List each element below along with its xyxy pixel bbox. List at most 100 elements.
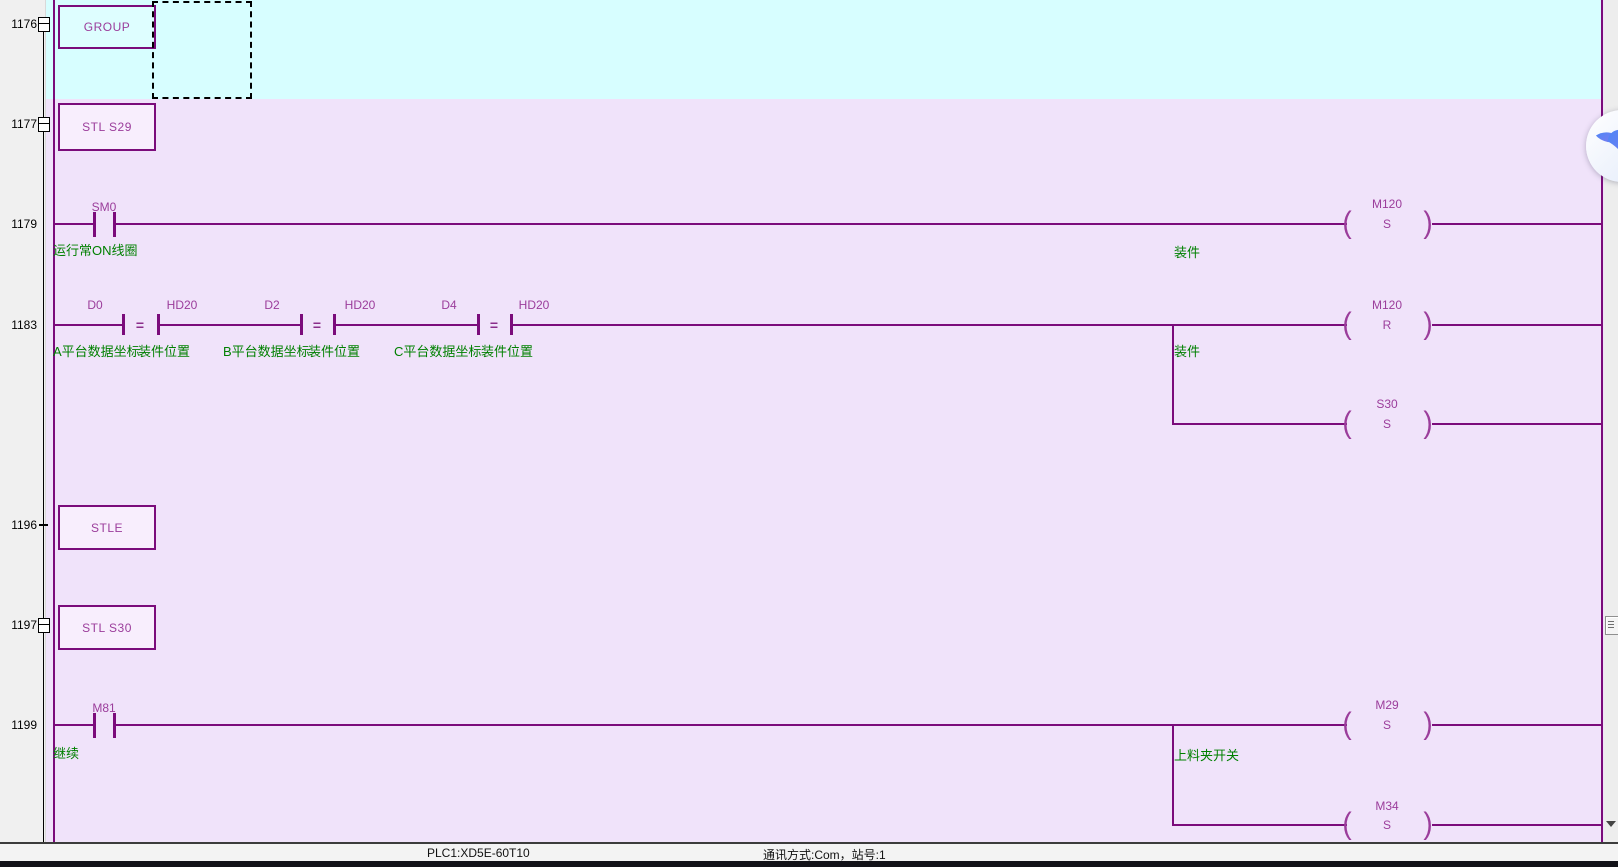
coil-open-paren: ( — [1342, 205, 1352, 240]
contact-bar — [113, 212, 116, 237]
operand-comment: 装件位置 — [481, 344, 534, 359]
compare-tick — [510, 314, 513, 335]
vertical-scrollbar-thumb[interactable] — [1605, 616, 1618, 635]
compare-operator[interactable]: = — [489, 317, 499, 333]
contact-m81-label[interactable]: M81 — [92, 701, 116, 715]
contact-comment: 运行常ON线圈 — [53, 243, 138, 258]
coil-close-paren: ) — [1423, 205, 1433, 240]
coil-open-paren: ( — [1342, 706, 1352, 741]
scroll-down-arrow-icon[interactable] — [1606, 821, 1616, 827]
contact-sm0-label[interactable]: SM0 — [91, 200, 117, 214]
coil-close-paren: ) — [1423, 806, 1433, 841]
coil-set-letter: S — [1382, 718, 1392, 732]
coil-comment: 装件 — [1174, 245, 1201, 260]
wire — [1172, 824, 1347, 826]
wire — [55, 324, 123, 326]
coil-m120-label[interactable]: M120 — [1371, 197, 1403, 211]
coil-reset-letter: R — [1382, 318, 1392, 332]
contact-comment: 继续 — [53, 746, 80, 761]
coil-m34-label[interactable]: M34 — [1375, 799, 1399, 813]
window-bottom-edge — [0, 861, 1618, 867]
row-number-1199: 1199 — [11, 718, 37, 732]
left-power-rail — [53, 0, 55, 842]
compare-tick — [477, 314, 480, 335]
wire — [1172, 423, 1347, 425]
contact-bar — [93, 713, 96, 738]
wire — [116, 724, 1347, 726]
row-number-1176: 1176 — [11, 17, 37, 31]
fold-tick-icon — [39, 524, 48, 526]
compare-left-operand[interactable]: D4 — [441, 298, 457, 312]
operand-comment: C平台数据坐标 — [394, 344, 482, 359]
compare-left-operand[interactable]: D0 — [87, 298, 103, 312]
coil-s30-label[interactable]: S30 — [1376, 397, 1398, 411]
collapse-icon[interactable] — [38, 618, 50, 633]
coil-open-paren: ( — [1342, 306, 1352, 341]
compare-operator[interactable]: = — [312, 317, 322, 333]
compare-right-operand[interactable]: HD20 — [518, 298, 550, 312]
contact-bar — [93, 212, 96, 237]
selection-cursor-cell[interactable] — [152, 1, 252, 99]
stl-s29-block[interactable]: STL S29 — [58, 103, 156, 151]
collapse-icon[interactable] — [38, 117, 50, 132]
wire — [160, 324, 300, 326]
coil-close-paren: ) — [1423, 706, 1433, 741]
line-number-gutter — [0, 0, 46, 842]
compare-tick — [122, 314, 125, 335]
wire — [1432, 724, 1602, 726]
row-number-1196: 1196 — [11, 518, 37, 532]
compare-tick — [333, 314, 336, 335]
coil-comment: 装件 — [1174, 344, 1201, 359]
row-number-1177: 1177 — [11, 117, 37, 131]
operand-comment: B平台数据坐标 — [223, 344, 310, 359]
compare-right-operand[interactable]: HD20 — [166, 298, 198, 312]
row-number-1197: 1197 — [11, 618, 37, 632]
coil-set-letter: S — [1382, 818, 1392, 832]
compare-tick — [300, 314, 303, 335]
wire — [336, 324, 477, 326]
operand-comment: 装件位置 — [308, 344, 361, 359]
compare-left-operand[interactable]: D2 — [264, 298, 280, 312]
coil-set-letter: S — [1382, 217, 1392, 231]
wire — [1432, 223, 1602, 225]
group-block[interactable]: GROUP — [58, 5, 156, 49]
wire — [55, 223, 93, 225]
right-power-rail — [1601, 0, 1603, 842]
row-number-1179: 1179 — [11, 217, 37, 231]
compare-right-operand[interactable]: HD20 — [344, 298, 376, 312]
bird-icon — [1595, 129, 1618, 149]
status-plc-model: PLC1:XD5E-60T10 — [427, 846, 530, 860]
coil-m29-label[interactable]: M29 — [1375, 698, 1399, 712]
status-bar: PLC1:XD5E-60T10 通讯方式:Com，站号:1 — [0, 844, 1618, 862]
ladder-area-bottom-border — [0, 842, 1618, 844]
coil-open-paren: ( — [1342, 806, 1352, 841]
wire — [1432, 824, 1602, 826]
status-comm-mode: 通讯方式:Com，站号:1 — [763, 848, 886, 862]
stl-s30-block[interactable]: STL S30 — [58, 605, 156, 650]
compare-tick — [157, 314, 160, 335]
row-number-1183: 1183 — [11, 318, 37, 332]
coil-comment: 上料夹开关 — [1174, 748, 1240, 763]
wire — [1432, 423, 1602, 425]
operand-comment: A平台数据坐标 — [53, 344, 140, 359]
compare-operator[interactable]: = — [135, 317, 145, 333]
wire — [513, 324, 1347, 326]
wire — [55, 724, 93, 726]
branch-wire — [1172, 324, 1174, 425]
operand-comment: 装件位置 — [138, 344, 191, 359]
group-network-background — [45, 0, 1603, 99]
stle-block[interactable]: STLE — [58, 505, 156, 550]
fold-tree-line — [43, 17, 44, 842]
coil-set-letter: S — [1382, 417, 1392, 431]
coil-close-paren: ) — [1423, 306, 1433, 341]
wire — [116, 223, 1347, 225]
assistant-floating-button[interactable] — [1586, 110, 1618, 182]
branch-wire — [1172, 724, 1174, 826]
collapse-icon[interactable] — [38, 17, 50, 32]
wire — [1432, 324, 1602, 326]
coil-close-paren: ) — [1423, 405, 1433, 440]
coil-m120-label[interactable]: M120 — [1371, 298, 1403, 312]
coil-open-paren: ( — [1342, 405, 1352, 440]
contact-bar — [113, 713, 116, 738]
